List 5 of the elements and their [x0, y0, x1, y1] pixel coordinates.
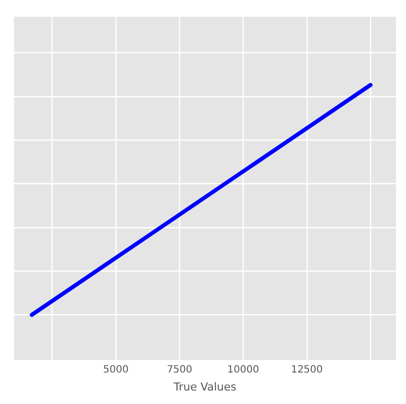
x-tick-label: 10000 [227, 364, 260, 376]
x-tick-label: 7500 [166, 364, 192, 376]
x-axis-title: True Values [172, 380, 237, 394]
x-tick-label: 5000 [103, 364, 129, 376]
x-tick-label: 12500 [290, 364, 323, 376]
